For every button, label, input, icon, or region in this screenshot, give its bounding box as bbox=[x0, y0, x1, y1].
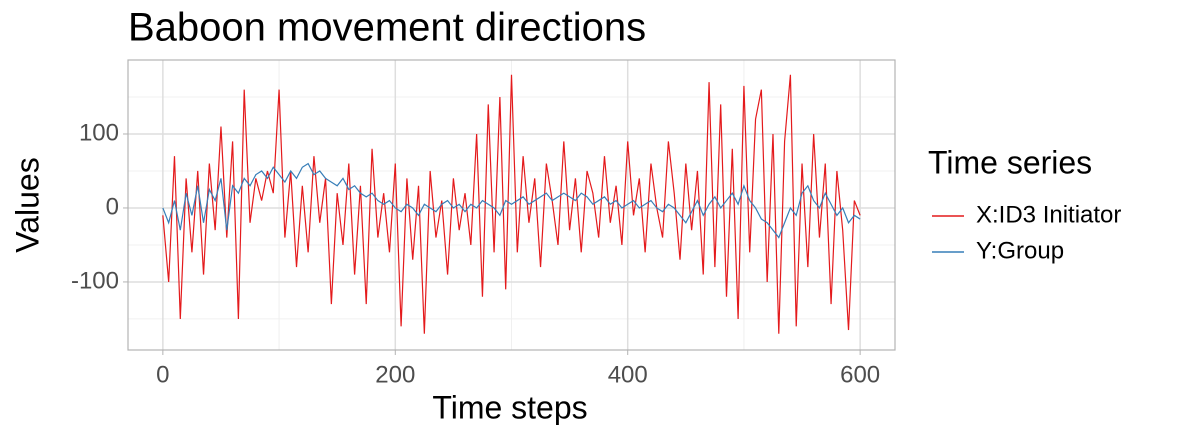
x-tick-label: 200 bbox=[375, 361, 415, 388]
series-line bbox=[162, 74, 861, 334]
x-axis-label: Time steps bbox=[432, 389, 587, 425]
series-line bbox=[162, 162, 861, 239]
panel-border bbox=[127, 59, 896, 351]
chart-title: Baboon movement directions bbox=[128, 6, 646, 50]
x-tick-label: 400 bbox=[608, 361, 648, 388]
legend-label: Y:Group bbox=[976, 237, 1064, 264]
x-tick-label: 600 bbox=[840, 361, 880, 388]
x-tick-label: 0 bbox=[156, 361, 169, 388]
legend-title: Time series bbox=[928, 144, 1092, 180]
y-tick-label: 100 bbox=[79, 119, 119, 146]
legend-label: X:ID3 Initiator bbox=[976, 201, 1121, 228]
y-tick-label: 0 bbox=[106, 193, 119, 220]
y-tick-label: -100 bbox=[71, 267, 119, 294]
y-axis-label: Values bbox=[9, 157, 45, 252]
